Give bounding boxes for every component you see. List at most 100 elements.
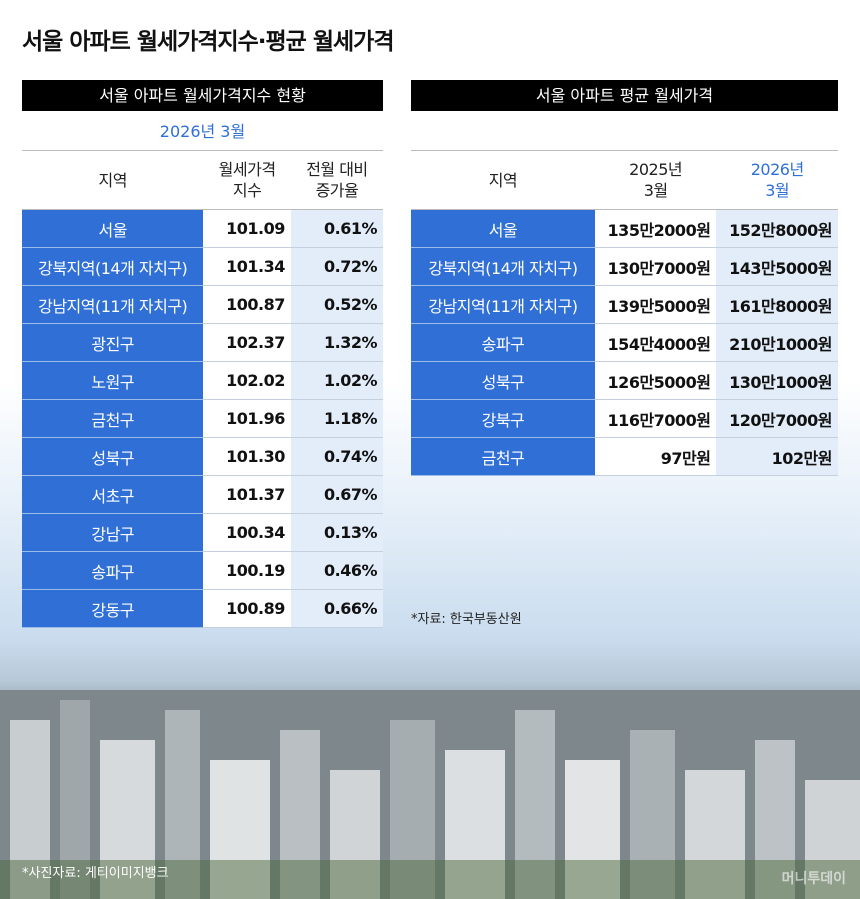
header-line: 지역 — [488, 170, 518, 190]
cell: 101.37 — [203, 475, 291, 514]
header-line: 지수 — [232, 181, 262, 200]
region: 강북지역(14개 자치구) — [411, 247, 595, 286]
cell: 116만7000원 — [594, 399, 717, 438]
photo-credit: *사진자료: 게티이미지뱅크 — [22, 866, 169, 881]
right-header: 서울 아파트 평균 월세가격 — [411, 80, 838, 111]
row: 서초구 101.37 0.67% — [22, 475, 383, 514]
region: 금천구 — [22, 399, 204, 438]
column-header: 지역 — [22, 150, 204, 210]
row: 금천구 97만원 102만원 — [411, 437, 838, 476]
header-line: 증가율 — [315, 181, 359, 200]
cell: 0.61% — [290, 209, 383, 248]
left-table: 지역 월세가격 지수 전월 대비 증가율 서울 101.09 0.61% 강북지역(14개 자치… — [22, 150, 383, 628]
right-table: 지역 2025년 3월 2026년 3월 서울 135만2000원 152만8000원 강북지역… — [411, 150, 838, 476]
cell: 101.96 — [203, 399, 291, 438]
cell: 0.13% — [290, 513, 383, 552]
header-line: 전월 대비 — [306, 160, 368, 179]
column-header: 2026년 3월 — [716, 150, 838, 210]
header-line: 3월 — [765, 181, 790, 200]
cell: 1.02% — [290, 361, 383, 400]
header-line: 지역 — [98, 170, 127, 190]
region: 강동구 — [22, 589, 204, 628]
region: 강남지역(11개 자치구) — [22, 285, 204, 324]
column-header: 지역 — [411, 150, 595, 210]
region: 강남지역(11개 자치구) — [411, 285, 595, 324]
cell: 100.89 — [203, 589, 291, 628]
cell: 101.34 — [203, 247, 291, 286]
source: *자료: 한국부동산원 — [411, 612, 522, 627]
row: 금천구 101.96 1.18% — [22, 399, 383, 438]
cell: 0.74% — [290, 437, 383, 476]
row: 강남지역(11개 자치구) 100.87 0.52% — [22, 285, 383, 324]
watermark: 머니투데이 — [781, 871, 846, 887]
left-header: 서울 아파트 월세가격지수 현황 — [22, 80, 383, 111]
cell: 97만원 — [594, 437, 717, 476]
row: 강북지역(14개 자치구) 101.34 0.72% — [22, 247, 383, 286]
row: 강남지역(11개 자치구) 139만5000원 161만8000원 — [411, 285, 838, 324]
cell: 100.19 — [203, 551, 291, 590]
cell: 210만1000원 — [716, 323, 838, 362]
left-subtitle: 2026년 3월 — [159, 122, 246, 141]
region: 서울 — [22, 209, 204, 248]
cell: 0.67% — [290, 475, 383, 514]
region: 금천구 — [411, 437, 595, 476]
row: 강북지역(14개 자치구) 130만7000원 143만5000원 — [411, 247, 838, 286]
header-line: 3월 — [643, 181, 668, 200]
row: 광진구 102.37 1.32% — [22, 323, 383, 362]
region: 강북지역(14개 자치구) — [22, 247, 204, 286]
cell: 102.37 — [203, 323, 291, 362]
region: 서울 — [411, 209, 595, 248]
cell: 0.72% — [290, 247, 383, 286]
cell: 139만5000원 — [594, 285, 717, 324]
row: 성북구 101.30 0.74% — [22, 437, 383, 476]
region: 강남구 — [22, 513, 204, 552]
row: 노원구 102.02 1.02% — [22, 361, 383, 400]
cell: 135만2000원 — [594, 209, 717, 248]
region: 광진구 — [22, 323, 204, 362]
cell: 102만원 — [716, 437, 838, 476]
column-header: 2025년 3월 — [594, 150, 717, 210]
row: 강동구 100.89 0.66% — [22, 589, 383, 628]
row: 강남구 100.34 0.13% — [22, 513, 383, 552]
city-photo — [0, 690, 860, 899]
header-line: 2026년 — [750, 160, 804, 179]
row: 서울 101.09 0.61% — [22, 209, 383, 248]
cell: 120만7000원 — [716, 399, 838, 438]
region: 성북구 — [411, 361, 595, 400]
cell: 161만8000원 — [716, 285, 838, 324]
region: 송파구 — [411, 323, 595, 362]
cell: 126만5000원 — [594, 361, 717, 400]
header-row: 지역 월세가격 지수 전월 대비 증가율 — [22, 150, 383, 210]
title: 서울 아파트 월세가격지수·평균 월세가격 — [22, 29, 394, 55]
cell: 0.66% — [290, 589, 383, 628]
cell: 0.52% — [290, 285, 383, 324]
cell: 154만4000원 — [594, 323, 717, 362]
row: 송파구 100.19 0.46% — [22, 551, 383, 590]
region: 성북구 — [22, 437, 204, 476]
cell: 101.09 — [203, 209, 291, 248]
region: 송파구 — [22, 551, 204, 590]
region: 서초구 — [22, 475, 204, 514]
cell: 1.18% — [290, 399, 383, 438]
cell: 100.34 — [203, 513, 291, 552]
header-row: 지역 2025년 3월 2026년 3월 — [411, 150, 838, 210]
row: 송파구 154만4000원 210만1000원 — [411, 323, 838, 362]
cell: 143만5000원 — [716, 247, 838, 286]
header-line: 2025년 — [629, 160, 683, 179]
header-line: 월세가격 — [218, 160, 276, 179]
cell: 130만1000원 — [716, 361, 838, 400]
row: 강북구 116만7000원 120만7000원 — [411, 399, 838, 438]
region: 노원구 — [22, 361, 204, 400]
cell: 101.30 — [203, 437, 291, 476]
cell: 100.87 — [203, 285, 291, 324]
row: 성북구 126만5000원 130만1000원 — [411, 361, 838, 400]
cell: 152만8000원 — [716, 209, 838, 248]
cell: 102.02 — [203, 361, 291, 400]
cell: 130만7000원 — [594, 247, 717, 286]
region: 강북구 — [411, 399, 595, 438]
row: 서울 135만2000원 152만8000원 — [411, 209, 838, 248]
cell: 0.46% — [290, 551, 383, 590]
